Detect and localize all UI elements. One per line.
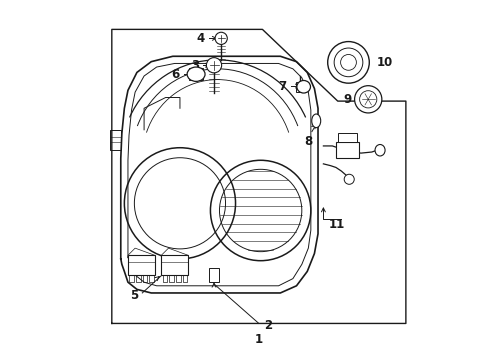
Bar xyxy=(188,68,203,80)
Ellipse shape xyxy=(311,114,320,128)
Bar xyxy=(296,82,305,92)
Text: 4: 4 xyxy=(196,32,204,45)
Bar xyxy=(128,255,155,275)
Bar xyxy=(161,255,188,275)
Text: 8: 8 xyxy=(304,135,312,148)
Circle shape xyxy=(340,54,356,70)
Text: 3: 3 xyxy=(191,59,199,72)
Text: 2: 2 xyxy=(264,319,272,332)
Text: 5: 5 xyxy=(130,289,139,302)
Circle shape xyxy=(327,41,368,83)
Ellipse shape xyxy=(344,174,353,184)
Text: 9: 9 xyxy=(343,93,351,106)
Text: 10: 10 xyxy=(376,56,393,69)
Circle shape xyxy=(206,58,221,73)
Circle shape xyxy=(359,91,376,108)
Bar xyxy=(208,268,219,282)
Circle shape xyxy=(215,32,227,44)
Ellipse shape xyxy=(374,144,384,156)
Bar xyxy=(335,142,359,158)
Ellipse shape xyxy=(296,81,310,93)
Circle shape xyxy=(333,48,362,77)
Text: 6: 6 xyxy=(171,68,180,81)
Bar xyxy=(110,130,121,149)
Bar xyxy=(337,134,357,142)
Text: 1: 1 xyxy=(254,333,263,346)
Circle shape xyxy=(354,86,381,113)
Ellipse shape xyxy=(187,67,204,81)
Text: 11: 11 xyxy=(328,218,345,231)
Text: 7: 7 xyxy=(278,80,286,93)
